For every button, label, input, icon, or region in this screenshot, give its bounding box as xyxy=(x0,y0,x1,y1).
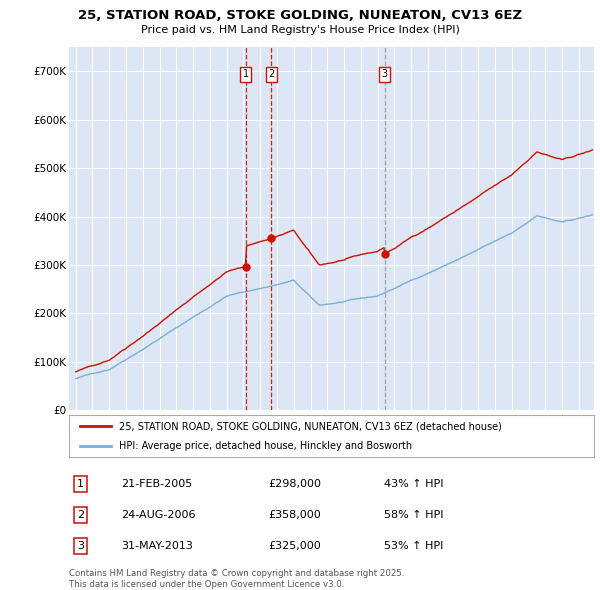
Text: 53% ↑ HPI: 53% ↑ HPI xyxy=(384,541,443,550)
Text: £358,000: £358,000 xyxy=(269,510,321,520)
Text: 1: 1 xyxy=(242,70,248,80)
Text: Price paid vs. HM Land Registry's House Price Index (HPI): Price paid vs. HM Land Registry's House … xyxy=(140,25,460,35)
Text: 2: 2 xyxy=(268,70,274,80)
Text: 25, STATION ROAD, STOKE GOLDING, NUNEATON, CV13 6EZ (detached house): 25, STATION ROAD, STOKE GOLDING, NUNEATO… xyxy=(119,421,502,431)
Text: 58% ↑ HPI: 58% ↑ HPI xyxy=(384,510,443,520)
Text: HPI: Average price, detached house, Hinckley and Bosworth: HPI: Average price, detached house, Hinc… xyxy=(119,441,412,451)
Text: 3: 3 xyxy=(77,541,84,550)
Text: 3: 3 xyxy=(382,70,388,80)
Text: £298,000: £298,000 xyxy=(269,479,322,489)
Text: 31-MAY-2013: 31-MAY-2013 xyxy=(121,541,193,550)
Text: 43% ↑ HPI: 43% ↑ HPI xyxy=(384,479,443,489)
Text: 1: 1 xyxy=(77,479,84,489)
Text: Contains HM Land Registry data © Crown copyright and database right 2025.
This d: Contains HM Land Registry data © Crown c… xyxy=(69,569,404,589)
Text: £325,000: £325,000 xyxy=(269,541,321,550)
Text: 24-AUG-2006: 24-AUG-2006 xyxy=(121,510,196,520)
Text: 25, STATION ROAD, STOKE GOLDING, NUNEATON, CV13 6EZ: 25, STATION ROAD, STOKE GOLDING, NUNEATO… xyxy=(78,9,522,22)
Text: 21-FEB-2005: 21-FEB-2005 xyxy=(121,479,193,489)
Text: 2: 2 xyxy=(77,510,84,520)
